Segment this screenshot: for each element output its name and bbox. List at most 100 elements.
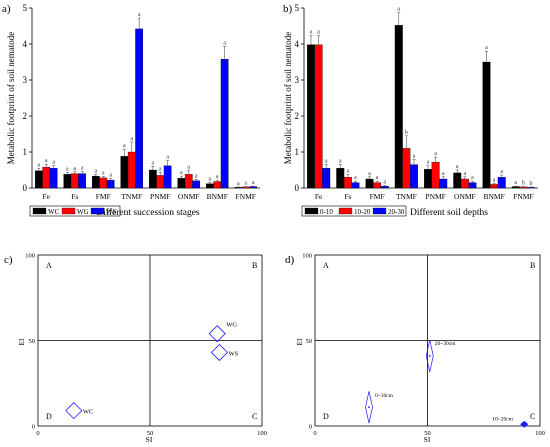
bar <box>460 178 469 189</box>
quadrant-label-a: A <box>323 261 329 270</box>
x-tick-label: 0 <box>36 430 39 437</box>
point-center <box>523 423 526 426</box>
quadrant-label-c: C <box>252 412 257 421</box>
legend-swatch <box>32 207 47 215</box>
significance-letter: a <box>383 179 386 185</box>
significance-letter: a <box>413 154 416 160</box>
point-ws <box>210 343 229 362</box>
y-axis-label: Metabolic footprint of soil nematode <box>283 32 293 164</box>
x-tick-label: BNMF <box>207 192 228 201</box>
bar <box>365 178 374 189</box>
quadrant-label-c: C <box>530 412 535 421</box>
quadrant-labels: A B C D <box>46 261 257 421</box>
axis-ticks: 0 50 100 0 50 100 <box>302 253 545 438</box>
y-tick-label: 100 <box>25 253 35 260</box>
legend-swatch <box>304 207 319 215</box>
significance-letter: a <box>187 165 190 171</box>
bar <box>439 178 448 189</box>
x-tick-label: PNMF <box>425 192 445 201</box>
bar <box>63 174 72 189</box>
x-tick-label: 0 <box>313 430 316 437</box>
x-ticks: Fe Fs FMF TNMF PNMF ONMF BNMF FNMF <box>43 192 256 201</box>
x-tick-label: Fs <box>71 192 78 201</box>
legend-swatch <box>338 207 353 215</box>
x-tick-label: FMF <box>370 192 385 201</box>
significance-letter: a <box>195 173 198 179</box>
x-tick-label: BNMF <box>483 192 504 201</box>
bar <box>234 187 243 189</box>
x-tick-label: Fe <box>43 192 51 201</box>
x-tick-label: FNMF <box>513 192 533 201</box>
y-tick-label: 100 <box>302 253 312 260</box>
x-ticks: Fe Fs FMF TNMF PNMF ONMF BNMF FNMF <box>315 192 534 201</box>
bar <box>163 165 172 189</box>
bar <box>402 148 411 189</box>
bar <box>213 181 222 189</box>
bar <box>322 168 331 189</box>
x-tick-label: 100 <box>257 430 267 437</box>
bar <box>343 177 352 189</box>
y-axis-label: Metabolic footprint of soil nematode <box>6 32 16 164</box>
quadrant-labels: A B C D <box>323 261 535 421</box>
x-tick-label: 50 <box>424 430 431 437</box>
significance-letter: a <box>514 180 517 186</box>
x-tick-label: Fs <box>344 192 351 201</box>
bar <box>394 25 403 189</box>
bar <box>453 172 462 189</box>
y-tick-label: 4 <box>23 39 28 49</box>
x-tick-label: Fe <box>315 192 323 201</box>
bar <box>34 170 43 189</box>
x-tick-label: TNMF <box>396 192 417 201</box>
y-tick-label: 50 <box>306 338 313 345</box>
y-axis-label: EI <box>18 338 26 345</box>
significance-letter: a <box>397 7 400 13</box>
y-tick-label: 50 <box>29 338 36 345</box>
bar-chart-depth: Metabolic footprint of soil nematode Dif… <box>283 3 538 218</box>
significance-letter: a <box>166 155 169 161</box>
axis-ticks: 0 50 100 0 50 100 <box>25 253 267 438</box>
y-tick-label: 1 <box>23 147 28 157</box>
bar <box>527 187 535 189</box>
bar <box>177 178 186 189</box>
significance-letter: a <box>138 12 141 18</box>
bar <box>148 169 157 189</box>
points: WG WS WC <box>65 322 239 420</box>
point-label: 20~30cm <box>435 341 456 347</box>
x-axis-label: Different soil depths <box>410 207 488 218</box>
significance-letter: a <box>73 166 76 172</box>
bar <box>468 182 477 189</box>
point-center <box>368 406 370 409</box>
y-ticks: 0 1 2 3 4 5 <box>295 3 304 193</box>
panel-c-label: c) <box>4 254 13 266</box>
point-label: WS <box>228 350 238 357</box>
legend: WC WG WS <box>29 205 121 217</box>
bar <box>184 174 193 189</box>
y-tick-label: 0 <box>32 424 35 431</box>
significance-letter: b <box>405 130 408 136</box>
legend-swatch <box>90 207 105 215</box>
y-tick-label: 0 <box>23 183 28 193</box>
y-tick-label: 2 <box>295 111 300 121</box>
significance-letter: a <box>368 171 371 177</box>
significance-letter: a <box>216 174 219 180</box>
significance-letter: a <box>209 177 212 183</box>
significance-letter: a <box>223 41 226 47</box>
bar <box>220 58 229 189</box>
bar <box>336 168 345 189</box>
bar <box>351 182 360 189</box>
bar <box>42 166 51 189</box>
legend-label: WC <box>48 208 60 216</box>
significance-letter: a <box>152 160 155 166</box>
significance-letter: a <box>464 171 467 177</box>
y-tick-label: 5 <box>23 3 28 13</box>
bar <box>70 173 79 189</box>
x-tick-label: ONMF <box>454 192 476 201</box>
significance-letter: a <box>244 181 247 187</box>
significance-letter: a <box>456 164 459 170</box>
x-axis-label: Different succession stages <box>96 207 200 218</box>
significance-letter: a <box>500 169 503 175</box>
quadrant-label-d: D <box>46 412 52 421</box>
bar <box>205 183 214 189</box>
legend-label: 10-20 <box>354 208 371 216</box>
